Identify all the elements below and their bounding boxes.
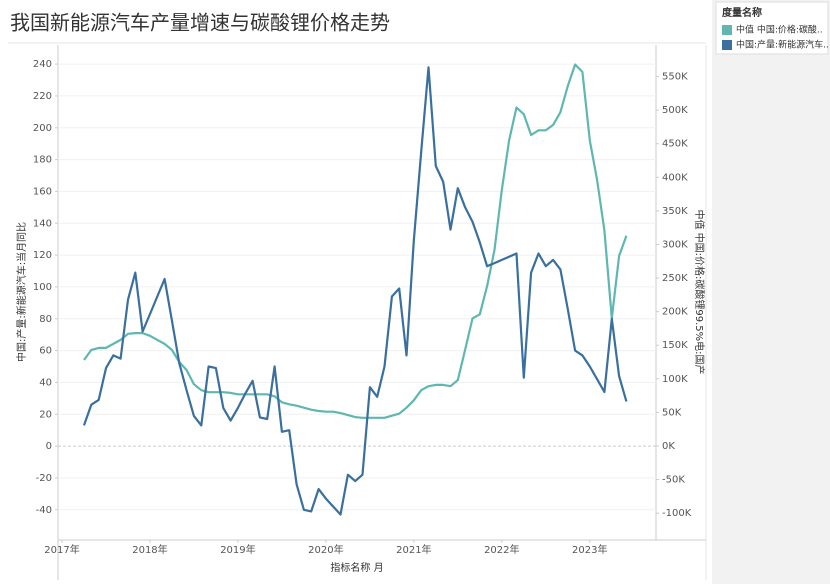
y-tick-label: 200 xyxy=(33,123,52,134)
x-tick-label: 2019年 xyxy=(220,543,255,556)
y2-tick-label: 500K xyxy=(662,105,688,116)
y-tick-label: 220 xyxy=(33,91,52,102)
legend-swatch xyxy=(722,40,732,50)
y-tick-label: 180 xyxy=(33,155,52,166)
y2-tick-label: 400K xyxy=(662,172,688,183)
y-tick-label: 160 xyxy=(33,186,52,197)
series-line xyxy=(82,66,628,516)
y2-tick-label: 50K xyxy=(662,407,682,418)
legend-panel xyxy=(712,0,830,584)
y2-tick-label: 150K xyxy=(662,340,688,351)
y-tick-label: 20 xyxy=(39,409,52,420)
y-tick-label: 80 xyxy=(39,314,52,325)
y2-tick-label: 250K xyxy=(662,273,688,284)
y2-axis-title: 中值 中国:价格:碳酸锂99.5%电:国产 xyxy=(693,209,706,374)
x-tick-label: 2022年 xyxy=(484,543,519,556)
y2-tick-label: -50K xyxy=(662,475,685,486)
y-tick-label: 100 xyxy=(33,282,52,293)
y2-tick-label: -100K xyxy=(662,508,692,519)
y-tick-label: 0 xyxy=(46,441,52,452)
legend-box xyxy=(715,1,829,55)
y2-tick-label: 450K xyxy=(662,139,688,150)
legend-label: 中国:产量:新能源汽车.. xyxy=(736,39,829,51)
y2-tick-label: 300K xyxy=(662,239,688,250)
x-axis-title: 指标名称 月 xyxy=(330,561,383,574)
x-tick-label: 2020年 xyxy=(308,543,343,556)
x-tick-label: 2021年 xyxy=(396,543,431,556)
y2-tick-label: 350K xyxy=(662,206,688,217)
y2-tick-label: 200K xyxy=(662,307,688,318)
y-tick-label: -20 xyxy=(36,473,52,484)
legend-swatch xyxy=(722,25,732,35)
y-tick-label: 240 xyxy=(33,59,52,70)
y-tick-label: 40 xyxy=(39,377,52,388)
y2-tick-label: 0K xyxy=(662,441,675,452)
y2-tick-label: 100K xyxy=(662,374,688,385)
x-tick-label: 2023年 xyxy=(572,543,607,556)
y-tick-label: 140 xyxy=(33,218,52,229)
y-axis-title: 中国:产量:新能源汽车:当月同比 xyxy=(15,222,28,362)
x-tick-label: 2017年 xyxy=(44,543,79,556)
x-tick-label: 2018年 xyxy=(132,543,167,556)
y-tick-label: 120 xyxy=(33,250,52,261)
chart-title: 我国新能源汽车产量增速与碳酸锂价格走势 xyxy=(10,11,390,35)
legend-title: 度量名称 xyxy=(722,6,762,19)
legend-label: 中值 中国:价格:碳酸.. xyxy=(736,24,823,36)
series-line xyxy=(83,63,628,419)
y-tick-label: 60 xyxy=(39,346,52,357)
y2-tick-label: 550K xyxy=(662,72,688,83)
y-tick-label: -40 xyxy=(36,505,52,516)
